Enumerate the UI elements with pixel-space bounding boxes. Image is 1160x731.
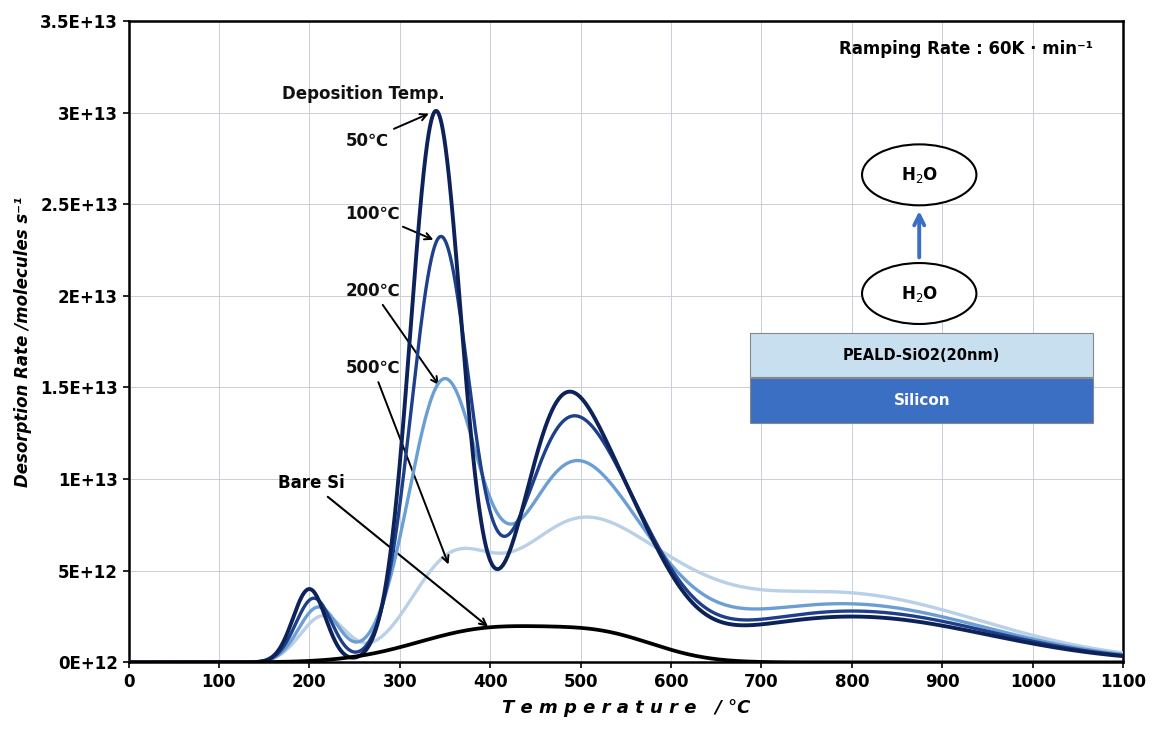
Text: H$_2$O: H$_2$O (900, 165, 938, 185)
X-axis label: T e m p e r a t u r e   / °C: T e m p e r a t u r e / °C (501, 699, 751, 717)
Text: Bare Si: Bare Si (277, 474, 486, 625)
Text: Deposition Temp.: Deposition Temp. (282, 86, 445, 103)
Text: Ramping Rate : 60K · min⁻¹: Ramping Rate : 60K · min⁻¹ (840, 40, 1093, 58)
Text: 500℃: 500℃ (346, 359, 449, 562)
Text: 200℃: 200℃ (346, 282, 437, 383)
Ellipse shape (862, 263, 977, 324)
Text: 50℃: 50℃ (346, 114, 427, 150)
Text: Silicon: Silicon (893, 393, 950, 408)
FancyBboxPatch shape (751, 378, 1093, 423)
Text: 100℃: 100℃ (346, 205, 432, 239)
Ellipse shape (862, 144, 977, 205)
Text: H$_2$O: H$_2$O (900, 284, 938, 303)
Text: PEALD-SiO2(20nm): PEALD-SiO2(20nm) (843, 348, 1000, 363)
Y-axis label: Desorption Rate /molecules s⁻¹: Desorption Rate /molecules s⁻¹ (14, 197, 31, 487)
FancyBboxPatch shape (751, 333, 1093, 377)
